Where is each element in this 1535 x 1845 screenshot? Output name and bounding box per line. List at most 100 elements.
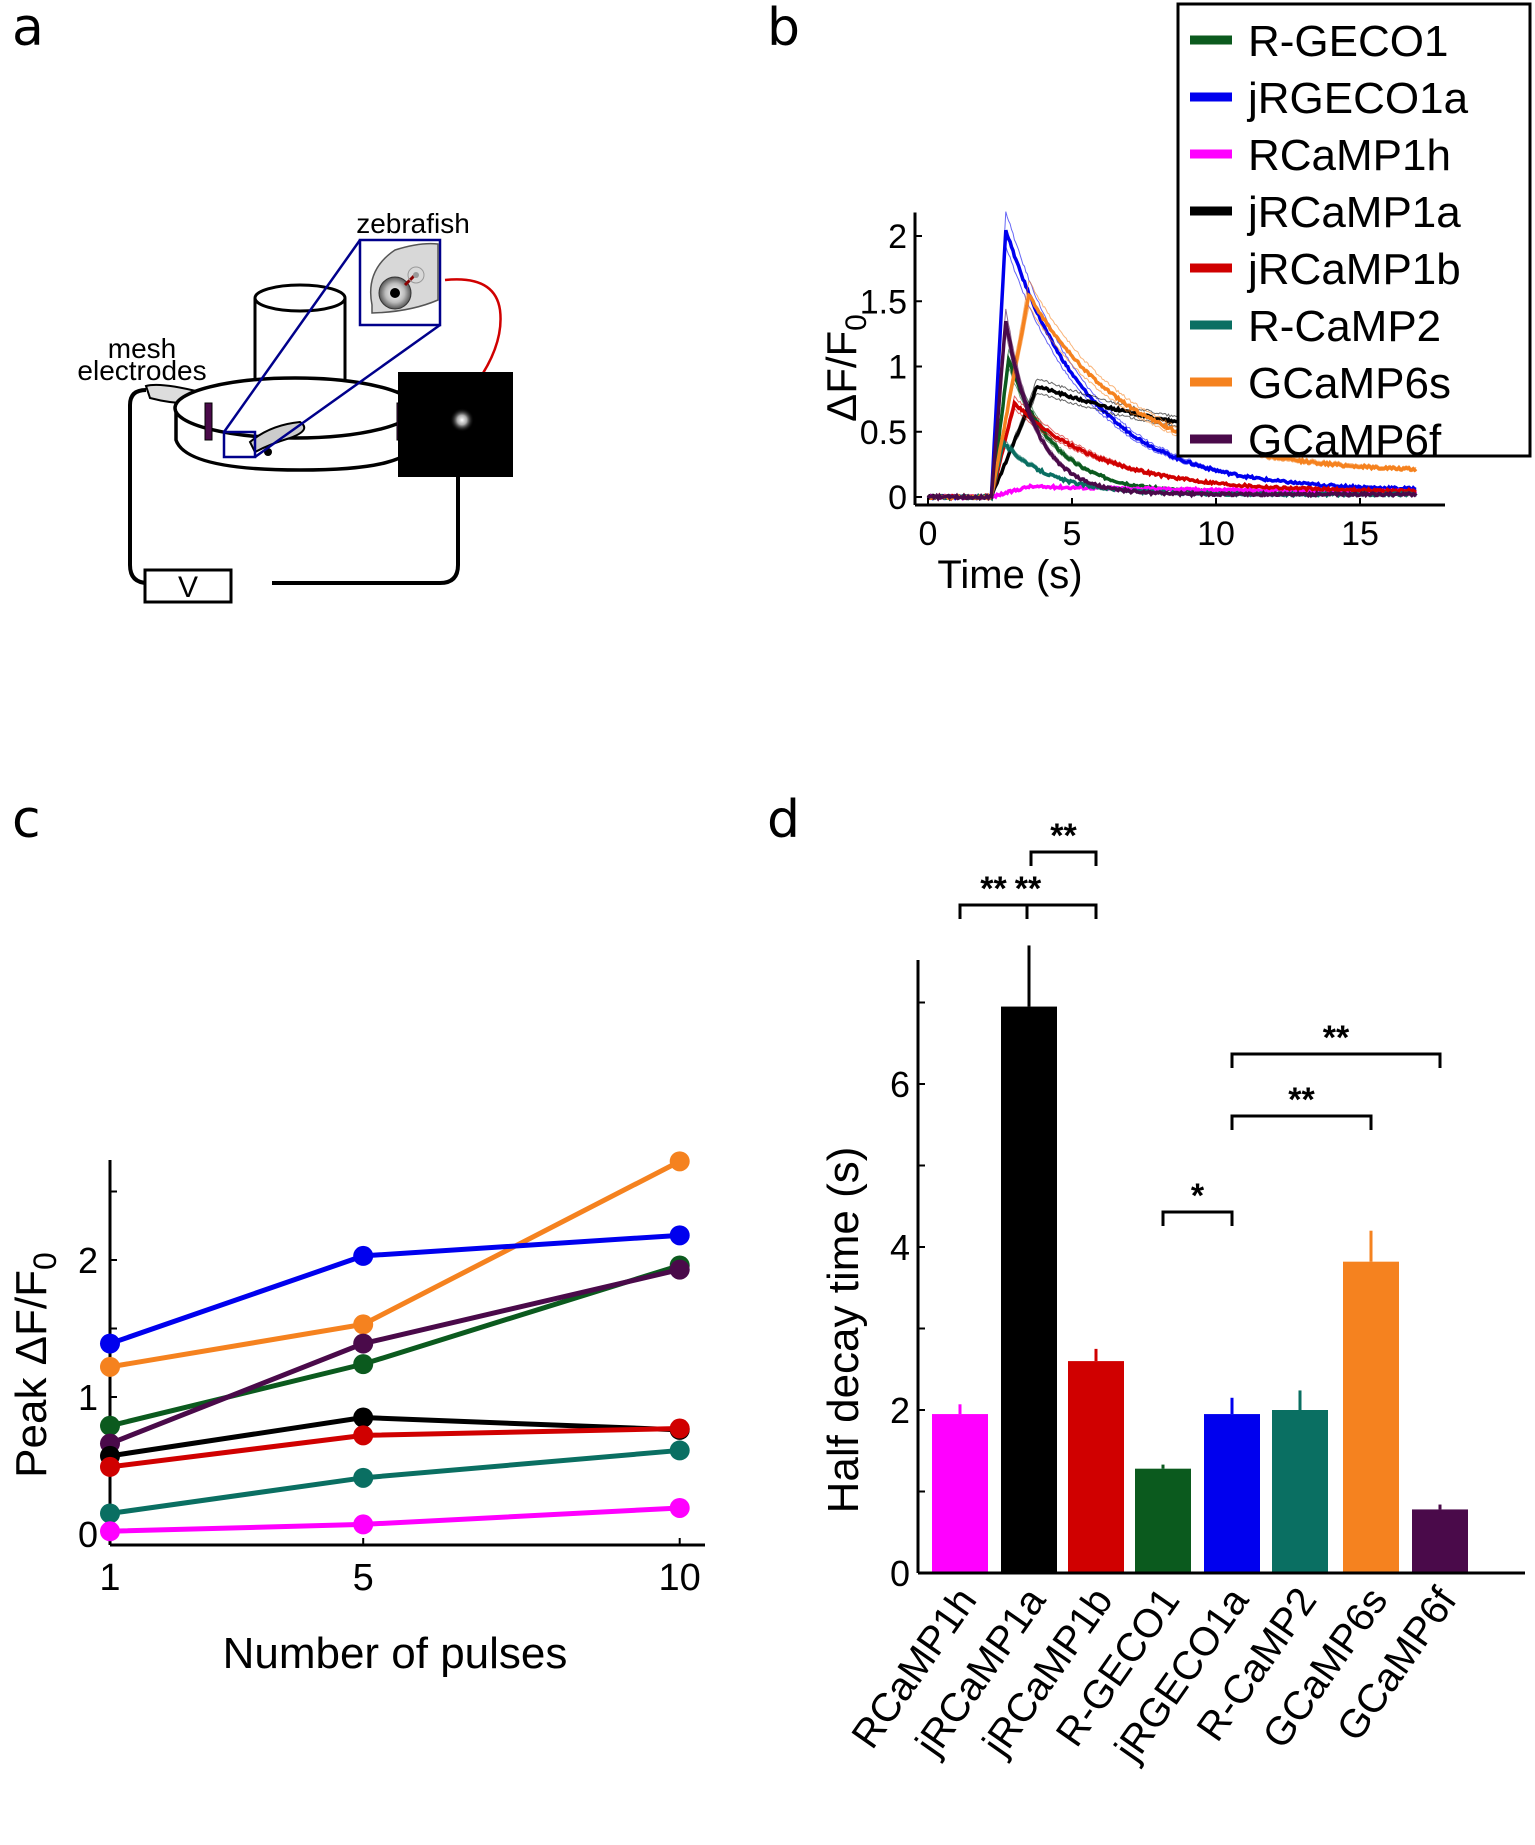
- bar-GCaMP6s: [1343, 1261, 1399, 1573]
- bar-RCaMP1h: [932, 1414, 988, 1573]
- y-tick-label: 0: [890, 1553, 910, 1594]
- y-tick-label: 1.5: [860, 283, 907, 321]
- panel-b-letter: b: [767, 0, 801, 58]
- x-tick-label: 5: [1063, 515, 1082, 553]
- trace-jRGECO1a: [926, 229, 1417, 501]
- legend-label: R-GECO1: [1248, 17, 1448, 66]
- panel-c-letter: c: [12, 790, 41, 850]
- y-axis-label: Half decay time (s): [819, 1147, 868, 1514]
- trace-group: [926, 211, 1418, 502]
- legend-box: [1176, 2, 1532, 458]
- zebrafish-label: zebrafish: [356, 208, 470, 239]
- data-point-GCaMP6s: [669, 1151, 690, 1172]
- significance-group: ***********: [958, 817, 1442, 1226]
- legend-label: RCaMP1h: [1248, 131, 1451, 180]
- data-point-jRCaMP1a: [353, 1407, 374, 1428]
- axes: 0 2 4 6: [890, 960, 1525, 1594]
- y-tick-label: 4: [890, 1227, 910, 1268]
- data-point-GCaMP6s: [353, 1314, 374, 1335]
- significance-bracket: [1230, 1052, 1442, 1068]
- x-tick-label: 10: [659, 1557, 701, 1599]
- significance-bracket: [958, 903, 1098, 919]
- data-point-jRCaMP1b: [353, 1425, 374, 1446]
- y-axis-label: ΔF/F0: [818, 314, 873, 422]
- data-point-GCaMP6f: [669, 1259, 690, 1280]
- legend-label: jRCaMP1b: [1246, 245, 1461, 294]
- significance-label: **: [1015, 870, 1042, 908]
- x-tick-label: 0: [919, 515, 938, 553]
- y-tick-label: 1: [78, 1377, 98, 1418]
- trace-jRCaMP1b: [928, 399, 1417, 502]
- y-tick-label: 6: [890, 1064, 910, 1105]
- data-point-R-GECO1: [100, 1415, 120, 1436]
- electrodes-label: electrodes: [77, 355, 206, 386]
- data-point-jRGECO1a: [100, 1333, 120, 1354]
- significance-label: **: [980, 870, 1007, 908]
- panel-a-letter: a: [12, 0, 44, 58]
- data-point-jRGECO1a: [669, 1225, 690, 1246]
- data-point-R-CaMP2: [100, 1503, 120, 1524]
- y-tick-label: 0: [888, 479, 907, 517]
- x-tick-label: 15: [1341, 515, 1379, 553]
- legend-label: R-CaMP2: [1248, 302, 1441, 351]
- data-point-RCaMP1h: [669, 1497, 690, 1518]
- zoom-line: [222, 239, 362, 433]
- x-tick-label: 5: [353, 1557, 374, 1599]
- data-point-R-CaMP2: [353, 1467, 374, 1488]
- data-point-RCaMP1h: [100, 1521, 120, 1542]
- x-axis-label: Number of pulses: [223, 1629, 568, 1678]
- panel-d-letter: d: [767, 790, 801, 850]
- data-point-jRCaMP1b: [100, 1456, 120, 1477]
- svg-text:ΔF/F0: ΔF/F0: [818, 314, 873, 422]
- y-tick-label: 2: [78, 1240, 98, 1281]
- series-group: [100, 1151, 690, 1542]
- bar-R-CaMP2: [1272, 1410, 1328, 1573]
- significance-label: **: [1323, 1019, 1350, 1057]
- category-labels: RCaMP1hjRCaMP1ajRCaMP1bR-GECO1jRGECO1aR-…: [843, 1579, 1465, 1770]
- legend-label: jRCaMP1a: [1246, 188, 1461, 237]
- bar-GCaMP6f: [1412, 1509, 1468, 1573]
- data-point-RCaMP1h: [353, 1514, 374, 1535]
- y-tick-label: 0.5: [860, 414, 907, 452]
- zoom-line: [254, 323, 441, 459]
- bar-jRGECO1a: [1204, 1414, 1260, 1573]
- fluorescence-spot: [450, 408, 474, 432]
- legend-label: GCaMP6s: [1248, 359, 1451, 408]
- bar-jRCaMP1a: [1001, 1006, 1057, 1573]
- x-tick-label: 10: [1197, 515, 1235, 553]
- significance-bracket: [1029, 850, 1098, 866]
- data-point-jRGECO1a: [353, 1245, 374, 1266]
- significance-label: **: [1050, 817, 1077, 855]
- voltage-source: [143, 568, 233, 604]
- zebrafish-small: [248, 420, 306, 454]
- legend: R-GECO1 jRGECO1a RCaMP1h jRCaMP1a jRCaMP1b R-…: [1176, 2, 1532, 465]
- bar-R-GECO1: [1135, 1468, 1191, 1573]
- trace-GCaMP6f: [926, 320, 1418, 502]
- bars-group: [932, 945, 1468, 1573]
- data-point-GCaMP6s: [100, 1356, 120, 1377]
- y-tick-label: 2: [890, 1390, 910, 1431]
- y-tick-label: 2: [888, 218, 907, 256]
- panel-b-chart: 0 5 10 15 0 0.5 1 1.5 2 Time (s) ΔF/F0 R-GECO1 jR…: [818, 2, 1532, 597]
- y-axis-label: Peak ΔF/F0: [7, 1252, 63, 1478]
- axes: 0 5 10 15 0 0.5 1 1.5 2: [860, 212, 1445, 553]
- zoom-box-small: [222, 430, 257, 459]
- data-point-R-GECO1: [353, 1354, 374, 1375]
- petri-dish: [173, 376, 417, 472]
- significance-bracket: [1161, 1210, 1234, 1226]
- significance-label: **: [1288, 1081, 1315, 1119]
- legend-label: jRGECO1a: [1246, 74, 1469, 123]
- legend-label: GCaMP6f: [1248, 416, 1442, 465]
- y-tick-label: 1: [888, 349, 907, 387]
- zebrafish-inset: [358, 238, 442, 327]
- y-tick-label: 0: [78, 1514, 98, 1555]
- data-point-jRCaMP1b: [669, 1418, 690, 1439]
- x-axis-label: Time (s): [937, 553, 1082, 597]
- data-point-R-CaMP2: [669, 1440, 690, 1461]
- x-tick-label: 1: [99, 1557, 120, 1599]
- svg-text:Peak ΔF/F0: Peak ΔF/F0: [7, 1252, 63, 1478]
- panel-a-schematic: V zebrafish mesh electrodes: [77, 208, 513, 604]
